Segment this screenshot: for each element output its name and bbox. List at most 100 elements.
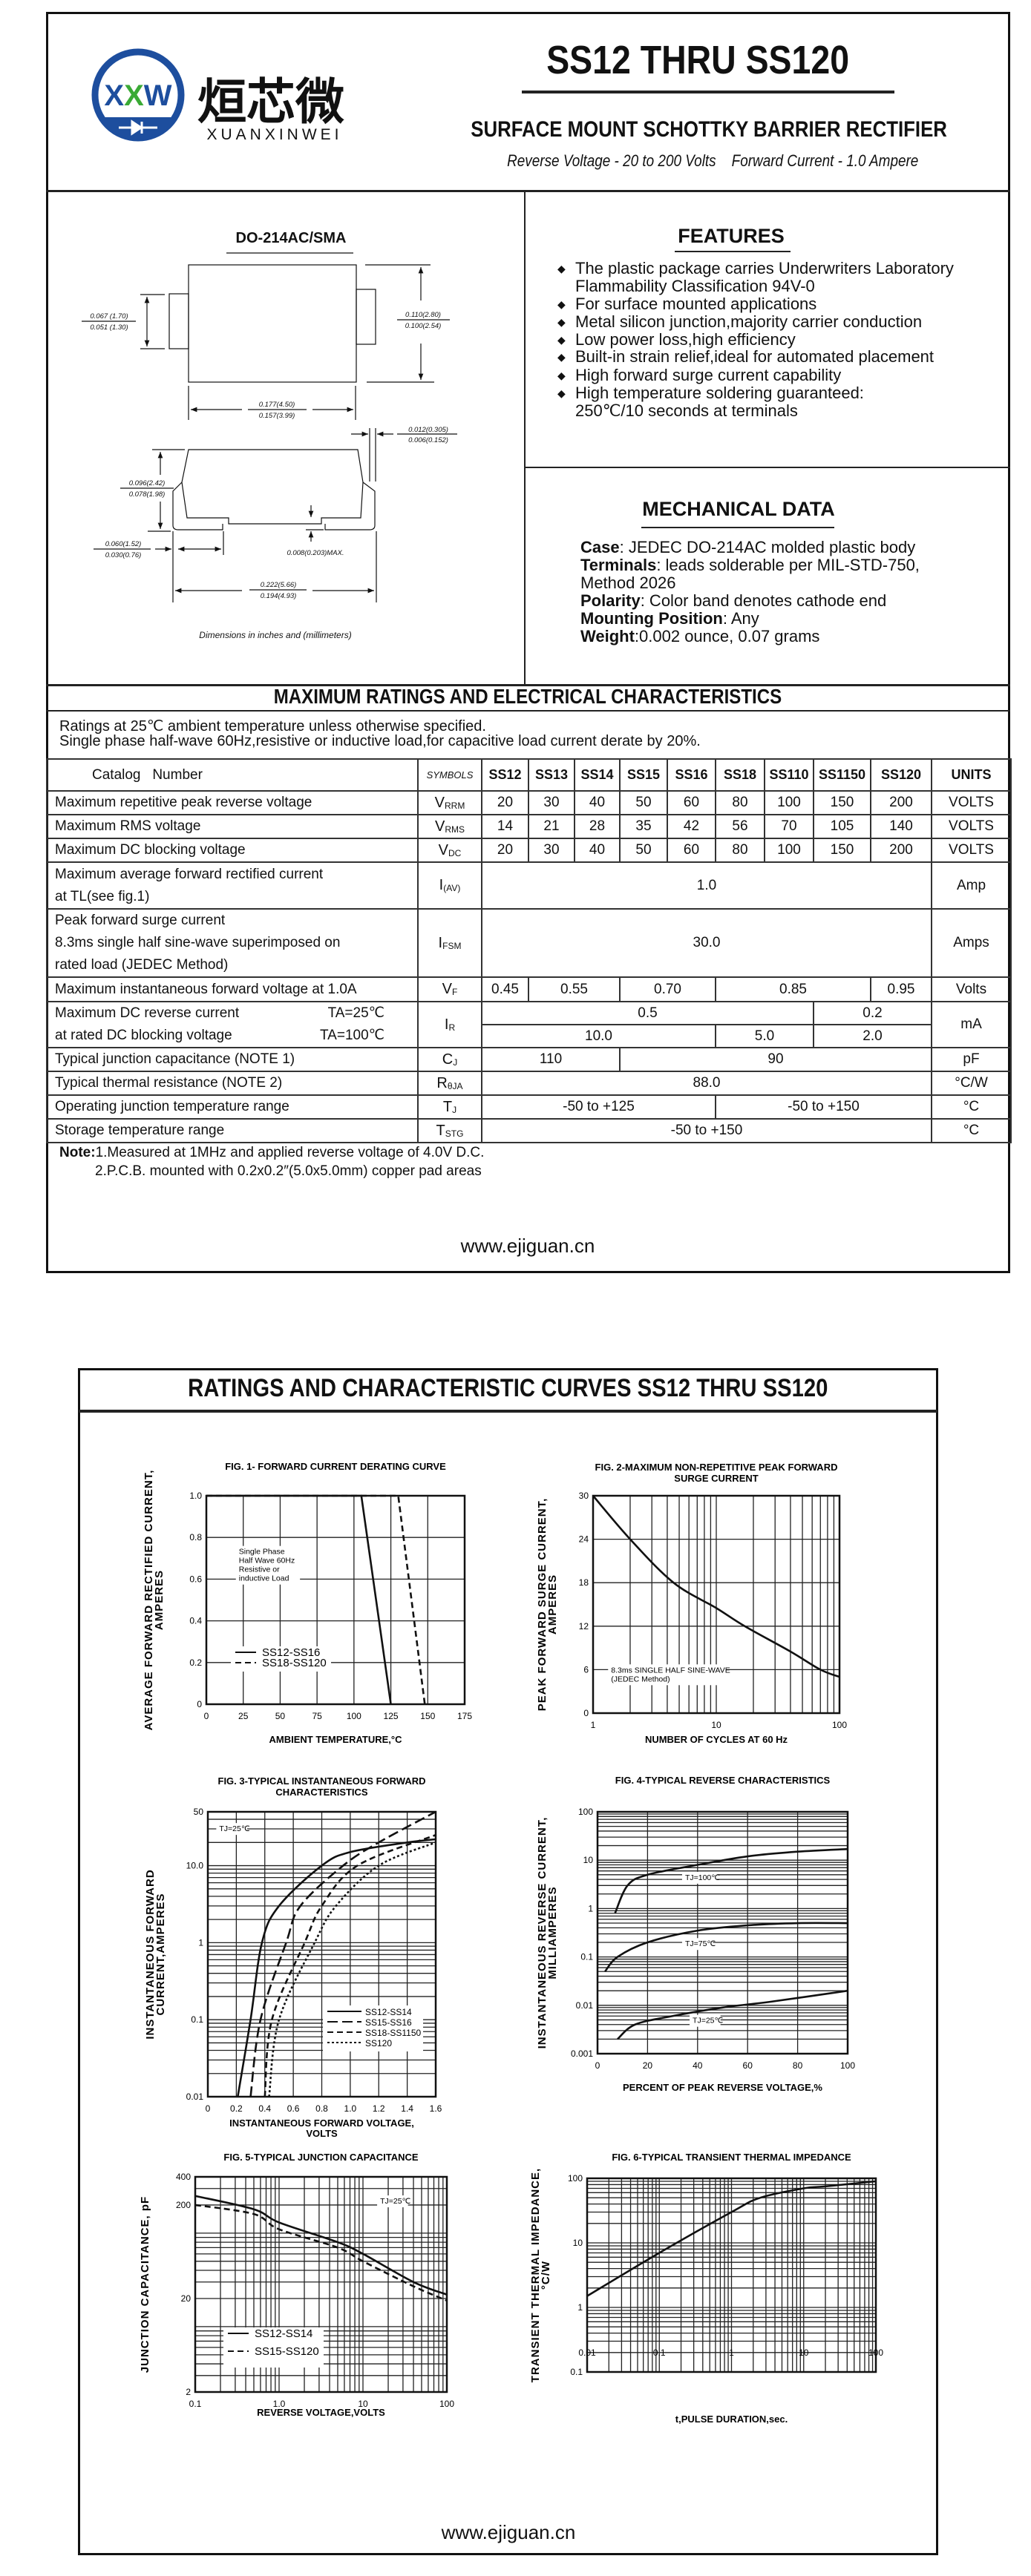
title-underline	[522, 91, 894, 93]
mechanical-key: Case	[580, 538, 620, 556]
x-axis-label: NUMBER OF CYCLES AT 60 Hz	[645, 1734, 788, 1745]
chart-annotation: TJ=100℃	[685, 1873, 720, 1882]
parameter-label: Maximum DC blocking voltage	[46, 838, 419, 863]
label-text: Maximum repetitive peak reverse voltage	[55, 795, 312, 810]
y-tick-label: 0.01	[576, 2000, 594, 2011]
table-row: Typical junction capacitance (NOTE 1) CJ 1…	[46, 1047, 1012, 1072]
mechanical-key: Terminals	[580, 556, 657, 574]
plot-frame	[206, 1810, 437, 2098]
units-header: UNITS	[931, 758, 1012, 792]
j-leads	[172, 482, 376, 530]
legend-label: SS15-SS120	[255, 2345, 319, 2358]
x-axis-label: PERCENT OF PEAK REVERSE VOLTAGE,%	[623, 2082, 822, 2093]
table-cell: 100	[764, 838, 814, 863]
test-condition: TA=100℃	[319, 1028, 384, 1043]
legend-label: SS18-SS120	[262, 1657, 327, 1669]
table-row: Maximum instantaneous forward voltage at…	[46, 976, 1012, 1002]
dim-standoff: 0.008(0.203)MAX.	[287, 549, 344, 557]
chart-title: FIG. 4-TYPICAL REVERSE CHARACTERISTICS	[615, 1775, 831, 1786]
grid	[206, 1495, 465, 1705]
table-row: Maximum RMS voltage VRMS 14 21 28 35 42 56 70 105…	[46, 814, 1012, 839]
series-line-curve-3	[617, 1989, 848, 2040]
label-line: Typical thermal resistance (NOTE 2)	[55, 1073, 414, 1094]
label-line: Storage temperature range	[55, 1120, 414, 1141]
ratings-condition: Single phase half-wave 60Hz,resistive or…	[59, 733, 701, 749]
x-tick-label: 25	[238, 1711, 249, 1721]
symbol-subscript: J	[452, 1104, 457, 1115]
label-text: rated load (JEDEC Method)	[55, 957, 229, 973]
catalog-number-header: Catalog Number	[46, 758, 419, 792]
feature-text: High forward surge current capability	[575, 366, 842, 384]
table-cell: 200	[870, 790, 932, 815]
table-row: Operating junction temperature range TJ -5…	[46, 1094, 1012, 1120]
y-tick-label: 50	[194, 1807, 204, 1817]
part-number-header: SS120	[870, 758, 932, 792]
symbol-main: R	[436, 1074, 448, 1091]
parameter-label: Operating junction temperature range	[46, 1094, 419, 1120]
x-tick-label: 100	[840, 2060, 855, 2071]
x-axis-label: t,PULSE DURATION,sec.	[675, 2414, 788, 2425]
ratings-summary: Reverse Voltage - 20 to 200 Volts Forwar…	[445, 151, 980, 171]
y-tick-label: 20	[181, 2293, 192, 2304]
table-row: Typical thermal resistance (NOTE 2) RθJA 8…	[46, 1071, 1012, 1096]
table-cell: 0.70	[619, 976, 716, 1002]
x-tick-label: 0.6	[287, 2103, 300, 2114]
header-divider	[46, 190, 1010, 192]
parameter-symbol: RθJA	[417, 1071, 482, 1096]
table-cell: -50 to +150	[715, 1094, 932, 1120]
dim-overall-length-max: 0.222(5.66)	[261, 581, 297, 589]
part-number-header: SS14	[574, 758, 621, 792]
x-tick-label: 175	[457, 1711, 472, 1721]
note-1: Note:1.Measured at 1MHz and applied reve…	[59, 1145, 485, 1160]
series-line-curve-1	[614, 1847, 848, 1914]
x-tick-label: 1.2	[373, 2103, 385, 2114]
table-cell: 0.45	[481, 976, 529, 1002]
unit-cell: pF	[931, 1047, 1012, 1072]
feature-text: Built-in strain relief,ideal for automat…	[575, 347, 935, 366]
label-line: Operating junction temperature range	[55, 1097, 414, 1117]
table-cell: 42	[667, 814, 716, 839]
y-axis-label: INSTANTANEOUS REVERSE CURRENT,	[536, 1817, 549, 2049]
dim-body-height-min: 0.100(2.54)	[405, 322, 442, 330]
label-line: Maximum RMS voltage	[55, 816, 414, 837]
label-text: Operating junction temperature range	[55, 1099, 289, 1114]
y-tick-label: 0.001	[571, 2048, 593, 2059]
mechanical-line: Polarity: Color band denotes cathode end	[580, 592, 886, 610]
x-tick-label: 0.8	[315, 2103, 328, 2114]
note-2: 2.P.C.B. mounted with 0.2x0.2″(5.0x5.0mm…	[95, 1163, 482, 1179]
symbol-main: I	[439, 877, 444, 893]
footer-url-page-2[interactable]: www.ejiguan.cn	[441, 2521, 576, 2543]
table-cell: 100	[764, 790, 814, 815]
plot-frame	[194, 2175, 448, 2393]
symbol-main: I	[438, 934, 443, 951]
table-cell: 0.85	[715, 976, 871, 1002]
table-cell: 150	[813, 790, 871, 815]
dim-body-height-max: 0.110(2.80)	[405, 311, 441, 319]
x-tick-label: 50	[275, 1711, 286, 1721]
annotation-background	[681, 1871, 718, 1884]
grid	[597, 1811, 848, 2054]
table-row: Maximum DC blocking voltage VDC 20 30 40 50 60…	[46, 838, 1012, 863]
dim-overall-length-min: 0.194(4.93)	[261, 592, 297, 600]
series-line-curve-1	[592, 1495, 840, 1678]
lead-right	[356, 289, 376, 345]
label-line: Maximum DC reverse current TA=25℃	[55, 1003, 414, 1025]
y-axis-label: CURRENT,AMPERES	[154, 1893, 167, 2015]
parameter-symbol: TJ	[417, 1094, 482, 1120]
x-axis-label: INSTANTANEOUS FORWARD VOLTAGE,	[229, 2117, 414, 2129]
dim-body-length-max: 0.177(4.50)	[259, 401, 295, 409]
series-line-ss12-ss16	[206, 1494, 392, 1705]
label-text: 8.3ms single half sine-wave superimposed…	[55, 935, 341, 950]
symbol-subscript: J	[453, 1057, 458, 1068]
label-text: Maximum DC reverse current	[55, 1005, 240, 1021]
dim-lead-length-max: 0.060(1.52)	[105, 540, 142, 548]
y-tick-label: 400	[176, 2172, 191, 2182]
mechanical-line: Weight:0.002 ounce, 0.07 grams	[580, 628, 819, 645]
parameter-symbol: TSTG	[417, 1118, 482, 1143]
footer-url[interactable]: www.ejiguan.cn	[460, 1235, 595, 1257]
y-tick-label: 100	[578, 1807, 593, 1817]
label-text: Storage temperature range	[55, 1123, 225, 1138]
table-cell: 80	[715, 838, 765, 863]
